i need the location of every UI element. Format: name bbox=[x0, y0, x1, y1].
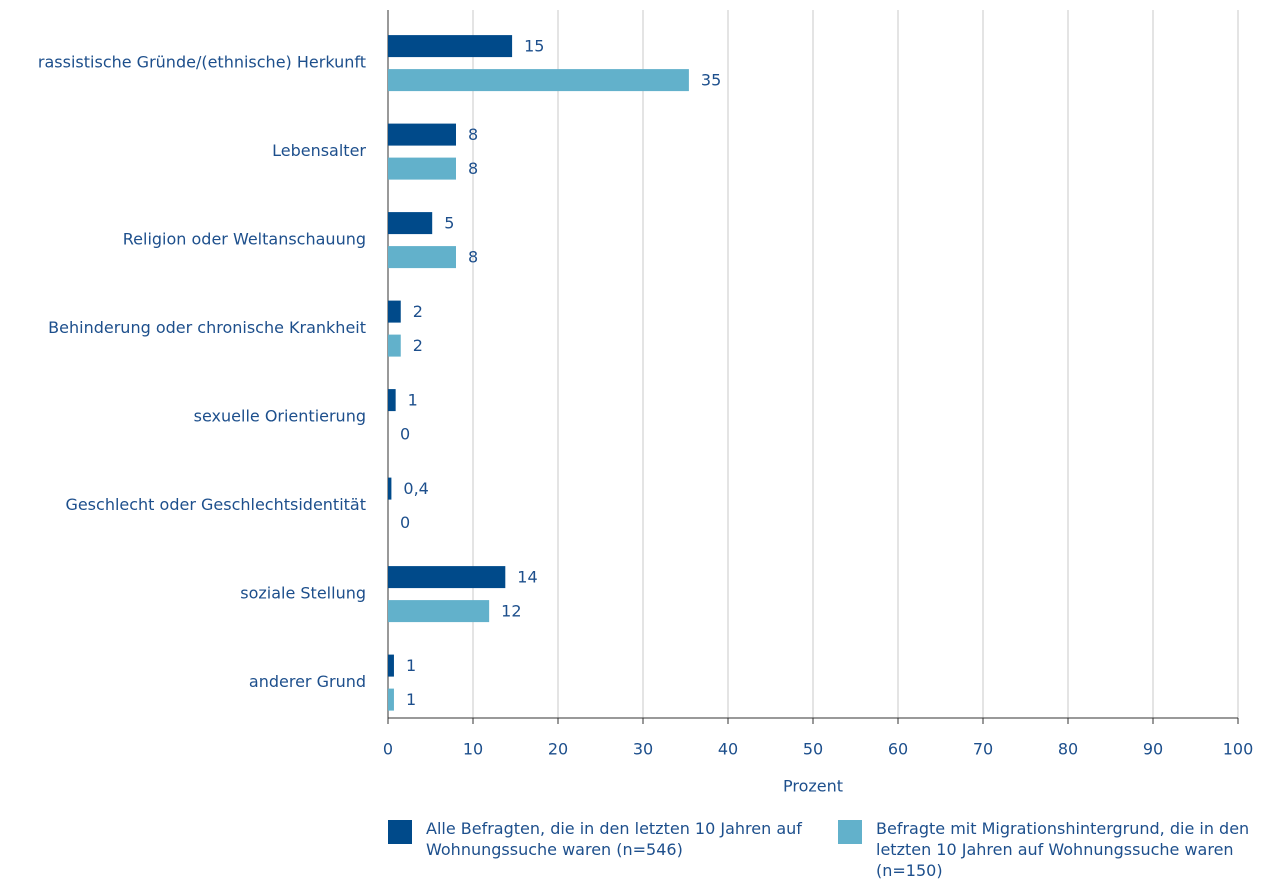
x-tick-label: 60 bbox=[888, 740, 908, 759]
y-tick-label: Lebensalter bbox=[272, 141, 366, 160]
value-label: 1 bbox=[408, 391, 418, 410]
legend-item: Befragte mit Migrationshintergrund, die … bbox=[876, 819, 1250, 880]
value-label: 8 bbox=[468, 159, 478, 178]
value-label: 12 bbox=[501, 602, 521, 621]
value-label: 0 bbox=[400, 425, 410, 444]
legend-swatch bbox=[838, 820, 862, 844]
y-tick-label: Religion oder Weltanschauung bbox=[123, 230, 366, 249]
x-tick-label: 40 bbox=[718, 740, 738, 759]
y-tick-label: soziale Stellung bbox=[240, 584, 366, 603]
x-tick-label: 90 bbox=[1143, 740, 1163, 759]
value-label: 1 bbox=[406, 656, 416, 675]
legend-label: Alle Befragten, die in den letzten 10 Ja… bbox=[426, 819, 802, 859]
value-label: 15 bbox=[524, 37, 544, 56]
x-tick-label: 70 bbox=[973, 740, 993, 759]
legend-swatch bbox=[388, 820, 412, 844]
y-tick-label: sexuelle Orientierung bbox=[194, 407, 366, 426]
value-label: 35 bbox=[701, 71, 721, 90]
value-label: 1 bbox=[406, 690, 416, 709]
x-tick-label: 20 bbox=[548, 740, 568, 759]
x-tick-label: 0 bbox=[383, 740, 393, 759]
bar bbox=[388, 334, 401, 357]
bar bbox=[388, 688, 394, 711]
bar bbox=[388, 389, 396, 412]
value-label: 8 bbox=[468, 125, 478, 144]
bar bbox=[388, 246, 456, 269]
bar bbox=[388, 600, 490, 623]
bar bbox=[388, 654, 394, 677]
x-tick-label: 100 bbox=[1223, 740, 1254, 759]
bar bbox=[388, 566, 506, 589]
legend-item: Alle Befragten, die in den letzten 10 Ja… bbox=[426, 819, 802, 859]
bar bbox=[388, 123, 456, 146]
value-label: 0 bbox=[400, 513, 410, 532]
x-tick-label: 80 bbox=[1058, 740, 1078, 759]
value-label: 2 bbox=[413, 336, 423, 355]
x-axis-label: Prozent bbox=[783, 777, 843, 796]
bar bbox=[388, 69, 689, 92]
value-label: 8 bbox=[468, 248, 478, 267]
y-tick-label: Behinderung oder chronische Krankheit bbox=[48, 318, 366, 337]
y-tick-label: Geschlecht oder Geschlechtsidentität bbox=[65, 495, 366, 514]
bar bbox=[388, 477, 392, 500]
legend-label: Befragte mit Migrationshintergrund, die … bbox=[876, 819, 1250, 880]
x-tick-label: 30 bbox=[633, 740, 653, 759]
y-tick-label: anderer Grund bbox=[249, 672, 366, 691]
value-label: 5 bbox=[444, 214, 454, 233]
y-tick-label: rassistische Gründe/(ethnische) Herkunft bbox=[38, 53, 366, 72]
x-tick-label: 50 bbox=[803, 740, 823, 759]
bar bbox=[388, 157, 456, 180]
value-label: 0,4 bbox=[403, 479, 428, 498]
value-label: 14 bbox=[517, 568, 537, 587]
value-label: 2 bbox=[413, 302, 423, 321]
bar bbox=[388, 212, 433, 235]
x-tick-label: 10 bbox=[463, 740, 483, 759]
bar bbox=[388, 35, 513, 58]
bar bbox=[388, 300, 401, 323]
